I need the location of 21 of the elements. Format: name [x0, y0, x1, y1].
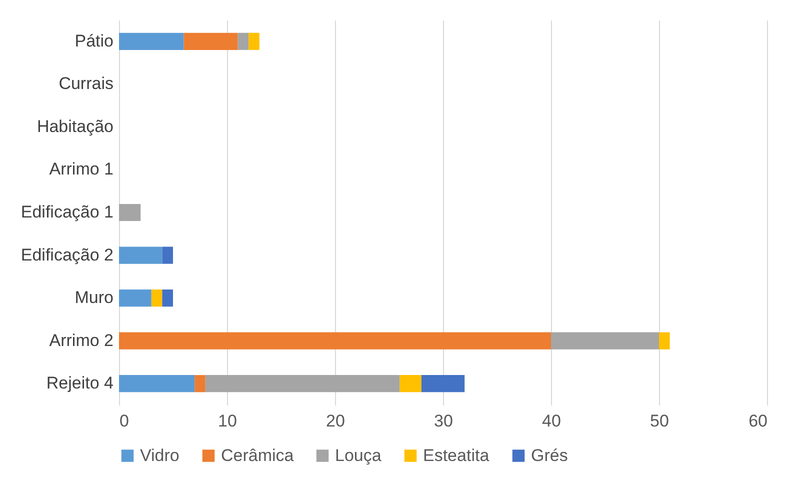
x-tick-label: 10: [218, 412, 237, 430]
x-tick-label: 40: [542, 412, 561, 430]
legend-label: Esteatita: [423, 446, 490, 465]
y-tick-label: Edificação 2: [20, 245, 114, 264]
y-tick-label: Edificação 1: [20, 202, 114, 222]
x-tick-label: 30: [434, 412, 453, 430]
x-tick-label: 20: [326, 412, 345, 430]
y-tick-label: Pátio: [74, 31, 114, 50]
y-tick-label: Arrimo 1: [49, 160, 114, 179]
y-tick-label: Rejeito 4: [46, 374, 114, 393]
y-tick-label: Arrimo 2: [49, 330, 114, 350]
y-tick-label: Muro: [74, 288, 114, 308]
y-tick-label: Habitação: [36, 116, 114, 136]
legend-label: Louça: [335, 446, 382, 465]
x-tick-label: 60: [748, 412, 768, 430]
legend-label: Grés: [531, 446, 568, 465]
x-tick-label: 0: [120, 412, 129, 430]
x-tick-label: 50: [650, 412, 669, 430]
legend-label: Cerâmica: [221, 446, 294, 465]
legend-label: Vidro: [140, 446, 180, 465]
y-tick-label: Currais: [58, 74, 114, 94]
